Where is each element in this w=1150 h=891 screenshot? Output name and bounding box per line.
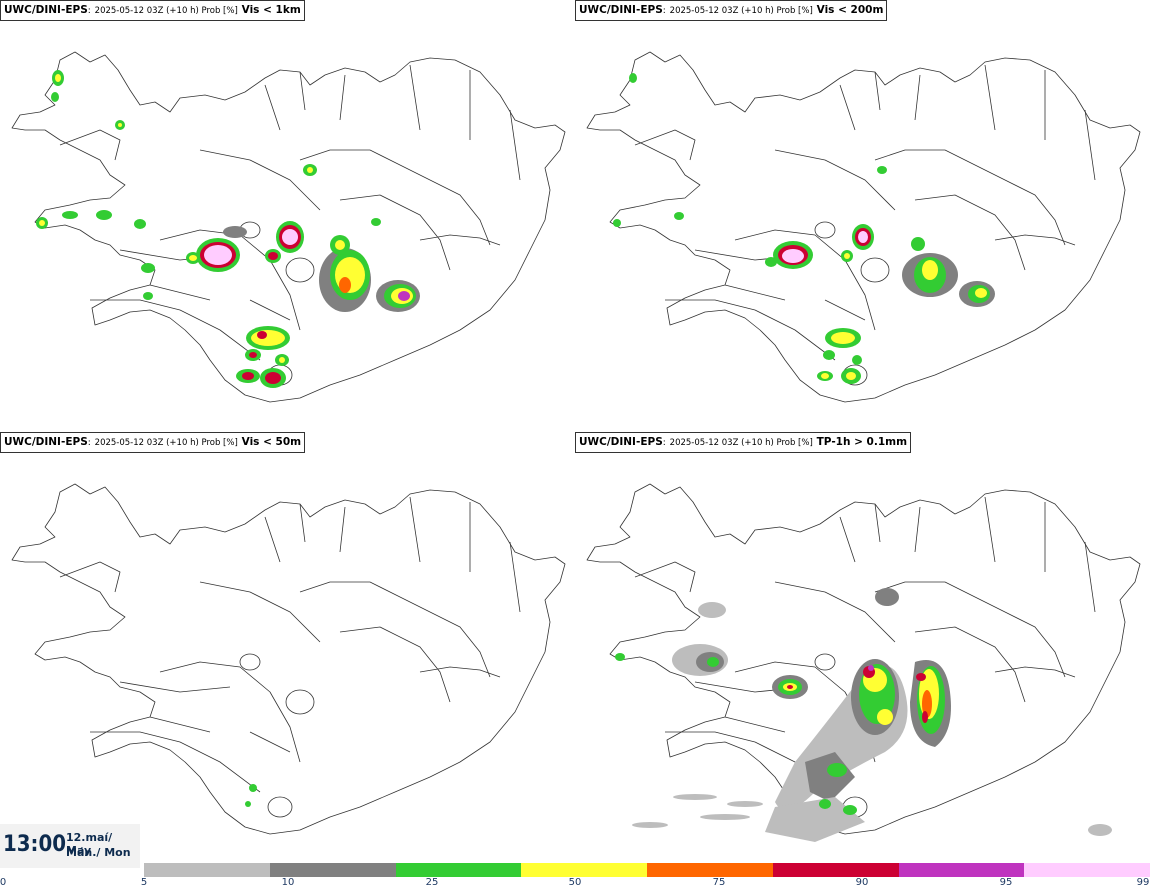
iceland-map <box>11 483 566 835</box>
valid-day: Mán./ Mon <box>66 846 131 859</box>
probability-blobs <box>615 588 1112 842</box>
color-legend <box>144 863 1150 877</box>
legend-tick-label: 50 <box>568 877 582 888</box>
legend-swatch <box>144 863 270 877</box>
iceland-map <box>586 51 1141 403</box>
legend-ticks: 0 5 10 25 50 75 90 95 99 <box>0 877 1150 891</box>
legend-tick-label: 99 <box>1136 877 1150 888</box>
legend-tick-label: 0 <box>0 877 7 888</box>
probability-blobs <box>245 784 257 807</box>
legend-tick-label: 90 <box>855 877 869 888</box>
probability-blobs <box>36 70 420 388</box>
legend-swatch <box>521 863 647 877</box>
legend-tick-label: 25 <box>425 877 439 888</box>
valid-date: 12.maí/ May <box>66 831 113 857</box>
panel-title: UWC/DINI-EPS: 2025-05-12 03Z (+10 h) Pro… <box>0 0 305 21</box>
valid-time-box: 13:00 12.maí/ May Mán./ Mon <box>0 824 140 868</box>
iceland-map <box>586 483 1141 842</box>
legend-tick-label: 10 <box>281 877 295 888</box>
legend-tick-label: 75 <box>712 877 726 888</box>
iceland-map <box>11 51 566 403</box>
map-panel-vis-200m: UWC/DINI-EPS: 2025-05-12 03Z (+10 h) Pro… <box>575 0 1150 430</box>
panel-title: UWC/DINI-EPS: 2025-05-12 03Z (+10 h) Pro… <box>575 432 912 453</box>
legend-tick-label: 5 <box>140 877 148 888</box>
legend-swatch <box>772 863 899 877</box>
legend-swatch <box>395 863 522 877</box>
map-panel-vis-50m: UWC/DINI-EPS: 2025-05-12 03Z (+10 h) Pro… <box>0 432 575 862</box>
panel-title: UWC/DINI-EPS: 2025-05-12 03Z (+10 h) Pro… <box>575 0 888 21</box>
panel-title: UWC/DINI-EPS: 2025-05-12 03Z (+10 h) Pro… <box>0 432 306 453</box>
legend-swatch <box>647 863 773 877</box>
legend-tick-label: 95 <box>999 877 1013 888</box>
probability-blobs <box>613 73 995 384</box>
map-panel-tp-1h: UWC/DINI-EPS: 2025-05-12 03Z (+10 h) Pro… <box>575 432 1150 862</box>
legend-swatch <box>269 863 396 877</box>
valid-time: 13:00 <box>3 832 67 857</box>
legend-swatch <box>898 863 1025 877</box>
map-panel-vis-1km: UWC/DINI-EPS: 2025-05-12 03Z (+10 h) Pro… <box>0 0 575 430</box>
legend-swatch <box>1024 863 1150 877</box>
